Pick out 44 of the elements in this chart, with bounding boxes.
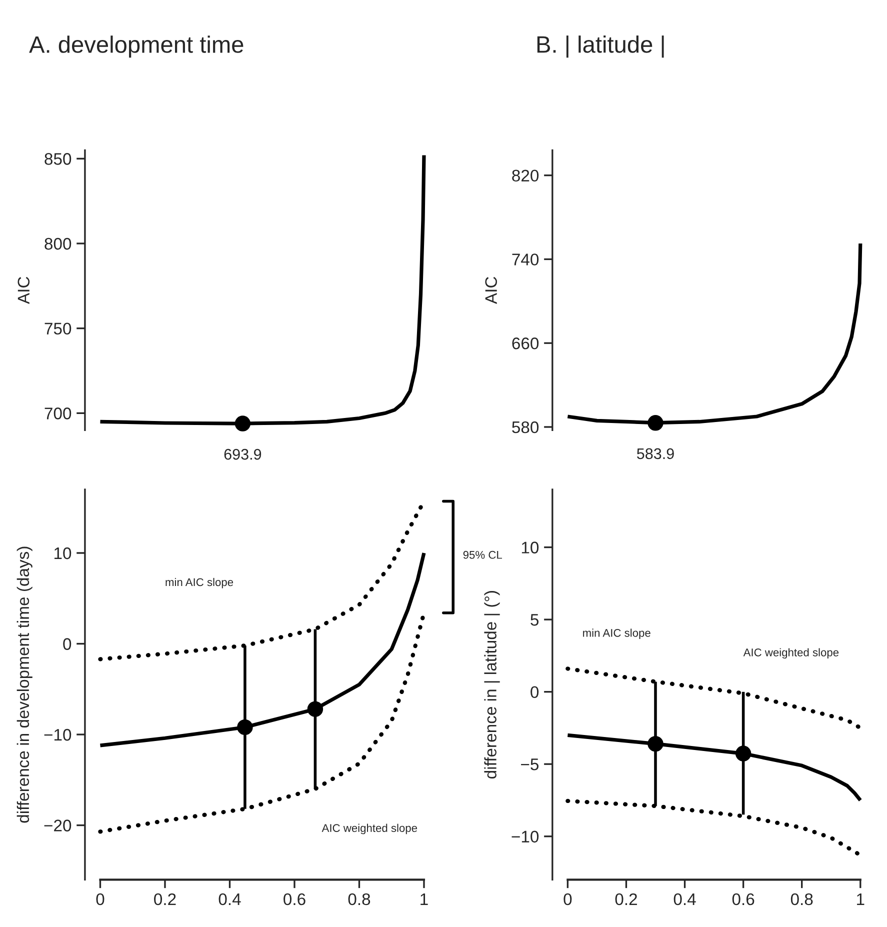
text: 95% CL bbox=[463, 550, 502, 559]
x-tick-label: 0.8 bbox=[790, 893, 813, 906]
y-tick-label: 0 bbox=[63, 638, 72, 650]
y-axis-title: difference in development time (days) bbox=[16, 546, 32, 823]
x-tick-label: 0 bbox=[564, 893, 572, 906]
y-axis-title: difference in | latitude | (°) bbox=[484, 591, 500, 778]
annotation: min AIC slope bbox=[583, 628, 650, 640]
y-tick-label: 10 bbox=[522, 542, 539, 554]
chart-title: A. development time bbox=[29, 36, 244, 58]
x-tick-label: 0.2 bbox=[615, 893, 637, 906]
annotation: AIC weighted slope bbox=[322, 824, 418, 834]
line-series bbox=[98, 551, 426, 748]
x-tick-label: 0.4 bbox=[218, 893, 241, 906]
y-tick-label: −20 bbox=[44, 820, 72, 832]
y-tick-label: 850 bbox=[44, 153, 72, 165]
y-tick-label: −5 bbox=[521, 758, 539, 770]
annotation: AIC weighted slope bbox=[743, 648, 839, 659]
x-tick-label: 0 bbox=[96, 893, 104, 906]
y-tick-label: 820 bbox=[512, 170, 539, 182]
x-tick-label: 1 bbox=[857, 894, 864, 905]
y-axis-title: AIC bbox=[18, 276, 30, 304]
chart-title: B. | latitude | bbox=[537, 36, 664, 58]
y-tick-label: 10 bbox=[54, 547, 72, 560]
y-tick-label: −10 bbox=[44, 728, 72, 741]
line-series bbox=[566, 733, 862, 802]
x-tick-label: 0.6 bbox=[732, 893, 754, 906]
y-tick-label: 660 bbox=[512, 338, 539, 350]
y-tick-label: 580 bbox=[512, 421, 539, 434]
y-tick-label: −10 bbox=[512, 830, 539, 843]
y-tick-label: 700 bbox=[44, 408, 72, 420]
y-tick-label: 0 bbox=[530, 686, 539, 698]
y-tick-label: 750 bbox=[44, 322, 72, 335]
annotation: min AIC slope bbox=[166, 578, 234, 588]
y-tick-label: 5 bbox=[530, 614, 539, 626]
y-axis-title: AIC bbox=[485, 276, 497, 304]
annotation: 693.9 bbox=[224, 448, 262, 460]
x-tick-label: 0.8 bbox=[348, 893, 370, 906]
x-tick-label: 0.4 bbox=[674, 893, 696, 906]
x-tick-label: 0.6 bbox=[284, 893, 306, 906]
x-tick-label: 0.2 bbox=[154, 893, 176, 906]
x-tick-label: 1 bbox=[420, 894, 428, 905]
annotation: 583.9 bbox=[636, 448, 674, 460]
y-tick-label: 800 bbox=[44, 238, 72, 250]
y-tick-label: 740 bbox=[512, 254, 539, 266]
